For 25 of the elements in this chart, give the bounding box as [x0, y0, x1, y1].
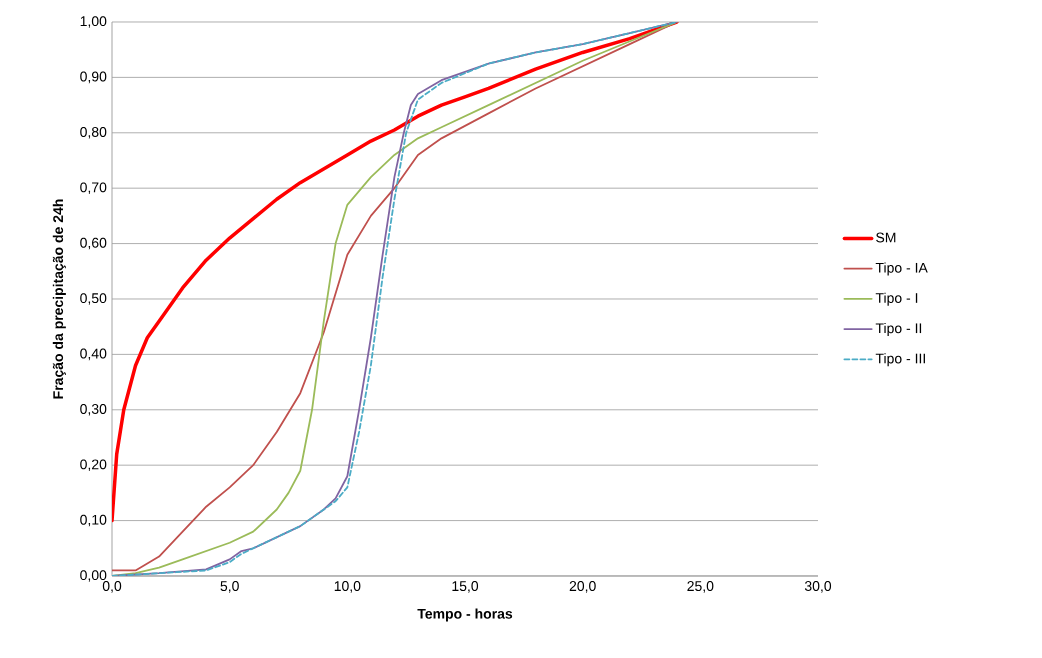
x-tick-label: 0,0: [102, 581, 122, 593]
y-axis-title: Fração da precipitação de 24h: [52, 199, 66, 399]
x-tick-label: 25,0: [687, 581, 714, 593]
y-tick-label: 0,30: [80, 403, 107, 416]
y-tick-label: 0,10: [80, 514, 107, 527]
x-tick-label: 5,0: [220, 581, 239, 593]
y-tick-label: 0,60: [80, 237, 107, 250]
legend-label: Tipo - I: [875, 292, 918, 306]
legend-label: Tipo - III: [875, 353, 925, 367]
y-tick-label: 0,90: [80, 71, 107, 84]
y-tick-label: 1,00: [80, 16, 107, 28]
x-tick-label: 20,0: [569, 581, 596, 593]
y-tick-label: 0,00: [80, 570, 107, 582]
legend-label: Tipo - IA: [875, 262, 928, 276]
y-tick-label: 0,80: [80, 126, 107, 139]
y-tick-label: 0,20: [80, 459, 107, 471]
legend-label: SM: [876, 232, 896, 243]
legend-label: Tipo - II: [875, 322, 922, 336]
x-tick-label: 30,0: [804, 581, 832, 593]
x-tick-label: 15,0: [452, 581, 479, 593]
x-tick-label: 10,0: [334, 581, 361, 593]
x-axis-title: Tempo - horas: [417, 608, 513, 622]
y-tick-label: 0,40: [80, 348, 107, 361]
y-tick-label: 0,50: [80, 293, 107, 305]
y-tick-label: 0,70: [80, 182, 107, 194]
